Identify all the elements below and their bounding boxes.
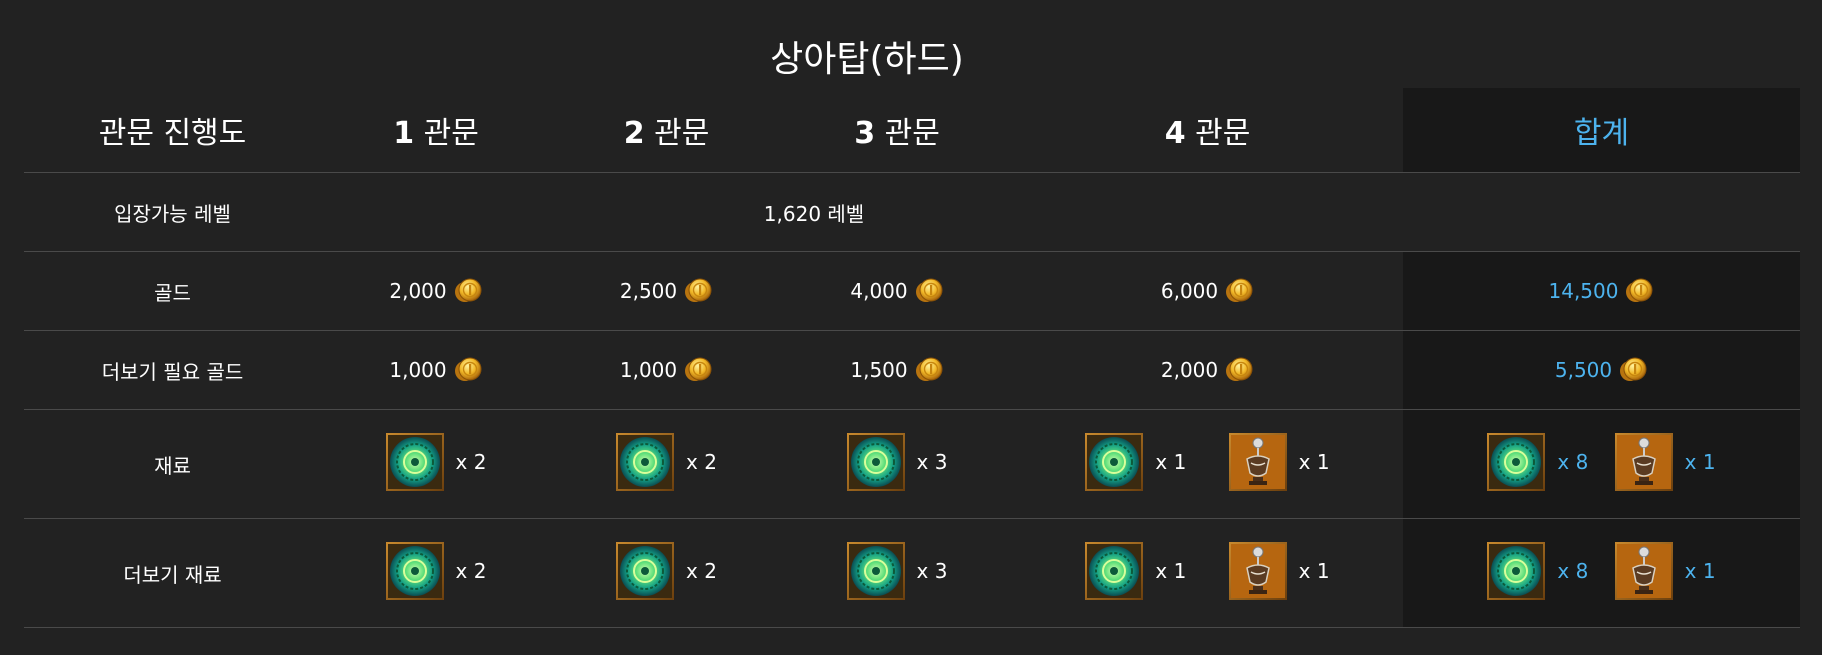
gold-coin-icon: [453, 276, 483, 306]
materials-gate-3: x 3: [782, 410, 1012, 519]
materials-row: 재료 x 2 x 2 x 3 x 1 x 1 x 8 x 1: [24, 409, 1800, 519]
gold-coin-icon: [683, 355, 713, 385]
more-gold-gate-3: 1,500: [782, 331, 1012, 410]
green-orb-icon: [386, 433, 444, 491]
gold-coin-icon: [1224, 276, 1254, 306]
more-materials-label: 더보기 재료: [123, 562, 222, 587]
materials-total: x 8 x 1: [1403, 409, 1800, 519]
lamp-icon: [1615, 542, 1673, 600]
lamp-icon: [1229, 433, 1287, 491]
gold-coin-icon: [914, 355, 944, 385]
more-gold-total: 5,500: [1403, 330, 1800, 410]
more-gold-label: 더보기 필요 골드: [101, 359, 244, 384]
gate-1-header: 1 관문: [393, 116, 479, 151]
gold-gate-2: 2,500: [551, 252, 782, 331]
green-orb-icon: [847, 433, 905, 491]
gate-3-header: 3 관문: [854, 116, 940, 151]
gate-2-header: 2 관문: [623, 116, 710, 151]
more-gold-gate-4: 2,000: [1012, 331, 1403, 410]
more-materials-gate-1: x 2: [321, 519, 551, 628]
entry-level-row: 입장가능 레벨 1,620 레벨: [24, 172, 1800, 252]
green-orb-icon: [1487, 542, 1545, 600]
page-title: 상아탑(하드): [770, 39, 964, 80]
header-row: 관문 진행도 1 관문 2 관문 3 관문 4 관문 합계: [24, 88, 1800, 173]
more-gold-row: 더보기 필요 골드 1,000 1,000 1,500 2,000 5,500: [24, 330, 1800, 410]
more-materials-gate-3: x 3: [782, 519, 1012, 628]
green-orb-icon: [1085, 433, 1143, 491]
materials-gate-4: x 1 x 1: [1012, 410, 1403, 519]
more-gold-gate-2: 1,000: [551, 331, 782, 410]
materials-gate-2: x 2: [551, 410, 782, 519]
entry-level-value: 1,620 레벨: [763, 201, 865, 226]
green-orb-icon: [616, 542, 674, 600]
gate-4-header: 4 관문: [1164, 116, 1251, 151]
total-header: 합계: [1403, 88, 1800, 173]
more-gold-gate-1: 1,000: [321, 331, 551, 410]
materials-gate-1: x 2: [321, 410, 551, 519]
gold-coin-icon: [1624, 276, 1654, 306]
gold-coin-icon: [1224, 355, 1254, 385]
lamp-icon: [1229, 542, 1287, 600]
lamp-icon: [1615, 433, 1673, 491]
progress-header: 관문 진행도: [98, 116, 247, 151]
entry-level-label: 입장가능 레벨: [114, 201, 231, 226]
reward-table: 관문 진행도 1 관문 2 관문 3 관문 4 관문 합계 입장가능 레벨 1,…: [24, 88, 1800, 628]
gold-gate-1: 2,000: [321, 252, 551, 331]
green-orb-icon: [1487, 433, 1545, 491]
more-materials-total: x 8 x 1: [1403, 518, 1800, 628]
gold-coin-icon: [914, 276, 944, 306]
more-materials-gate-2: x 2: [551, 519, 782, 628]
gold-gate-4: 6,000: [1012, 252, 1403, 331]
green-orb-icon: [386, 542, 444, 600]
gold-gate-3: 4,000: [782, 252, 1012, 331]
gold-coin-icon: [683, 276, 713, 306]
more-materials-row: 더보기 재료 x 2 x 2 x 3 x 1 x 1 x 8 x 1: [24, 518, 1800, 628]
gold-row: 골드 2,000 2,500 4,000 6,000 14,500: [24, 251, 1800, 331]
green-orb-icon: [616, 433, 674, 491]
gold-label: 골드: [154, 280, 191, 305]
green-orb-icon: [1085, 542, 1143, 600]
green-orb-icon: [847, 542, 905, 600]
gold-total: 14,500: [1403, 251, 1800, 331]
gold-coin-icon: [1618, 355, 1648, 385]
gold-coin-icon: [453, 355, 483, 385]
materials-label: 재료: [154, 453, 191, 478]
more-materials-gate-4: x 1 x 1: [1012, 519, 1403, 628]
